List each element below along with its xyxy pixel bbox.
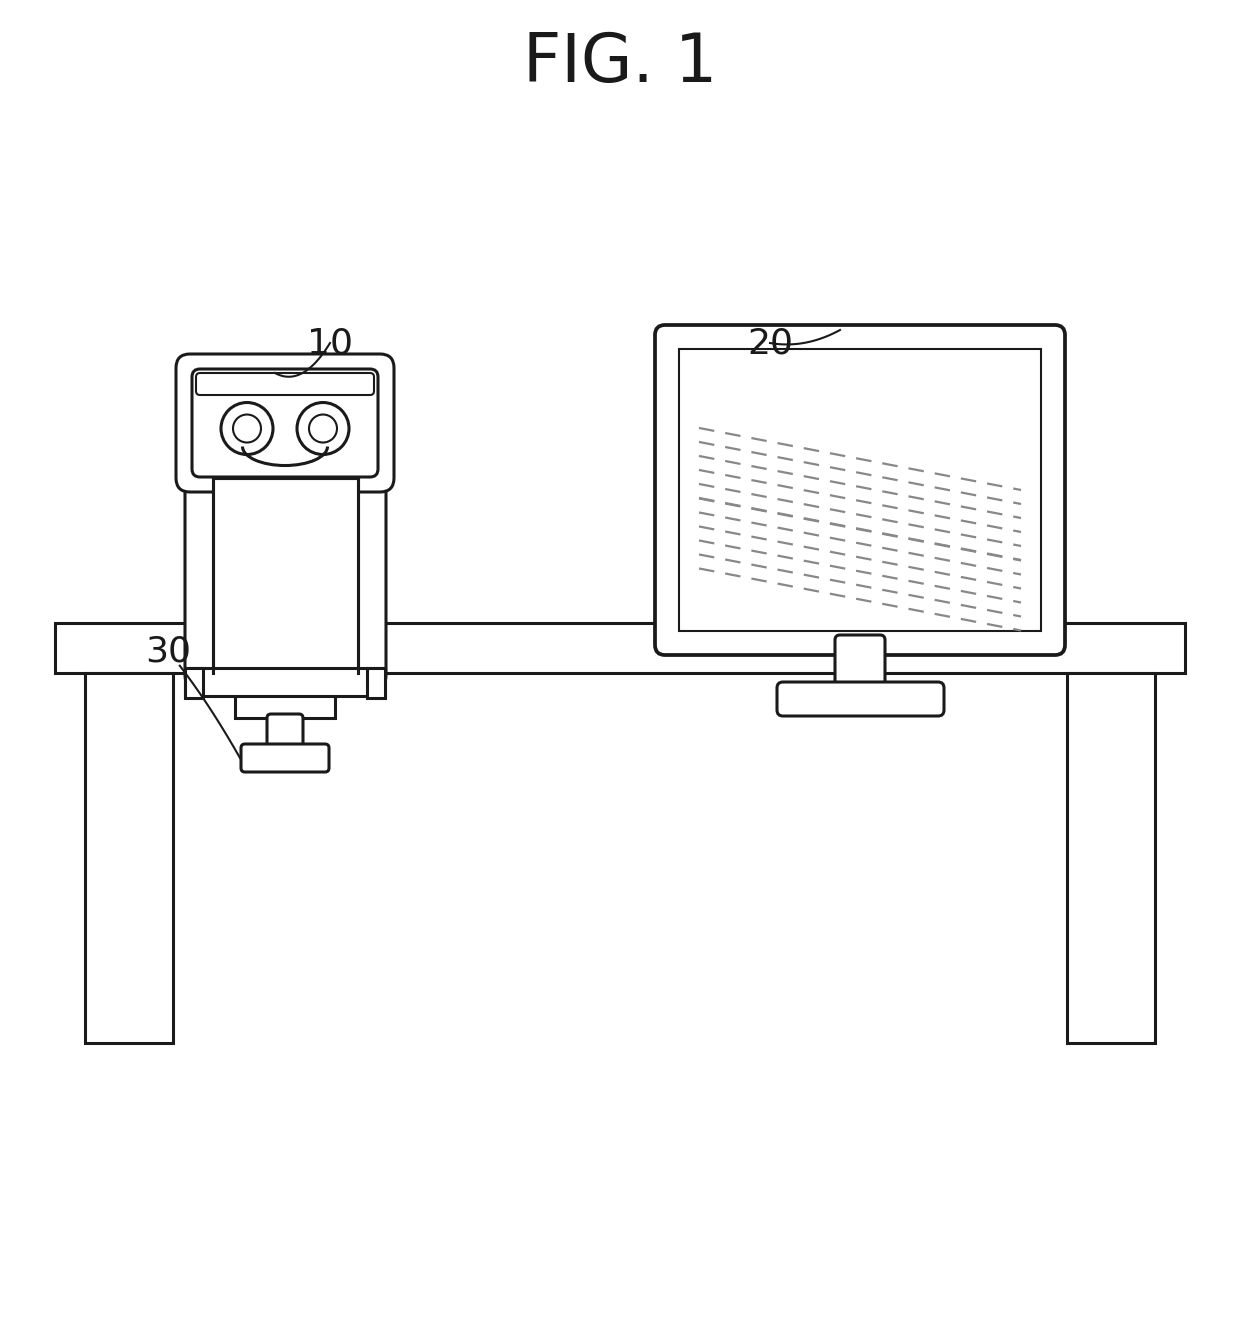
Text: FIG. 1: FIG. 1 <box>523 30 717 97</box>
Bar <box>55 623 1185 673</box>
Circle shape <box>233 414 260 442</box>
Bar <box>680 349 1042 631</box>
FancyBboxPatch shape <box>185 464 386 689</box>
Bar <box>185 668 384 696</box>
Bar <box>213 478 358 673</box>
Text: 10: 10 <box>308 325 353 360</box>
FancyBboxPatch shape <box>777 681 944 716</box>
FancyBboxPatch shape <box>835 635 885 714</box>
Bar <box>236 673 335 718</box>
Bar <box>185 668 203 699</box>
Circle shape <box>298 402 348 455</box>
Circle shape <box>221 402 273 455</box>
FancyBboxPatch shape <box>655 325 1065 655</box>
FancyBboxPatch shape <box>196 373 374 396</box>
FancyBboxPatch shape <box>267 714 303 757</box>
Bar <box>86 673 174 1043</box>
Text: 30: 30 <box>145 634 191 668</box>
FancyBboxPatch shape <box>192 369 378 478</box>
FancyBboxPatch shape <box>241 744 329 773</box>
Bar <box>1066 673 1154 1043</box>
FancyBboxPatch shape <box>176 355 394 492</box>
Circle shape <box>309 414 337 442</box>
Text: 20: 20 <box>746 325 794 360</box>
Bar <box>367 668 384 699</box>
